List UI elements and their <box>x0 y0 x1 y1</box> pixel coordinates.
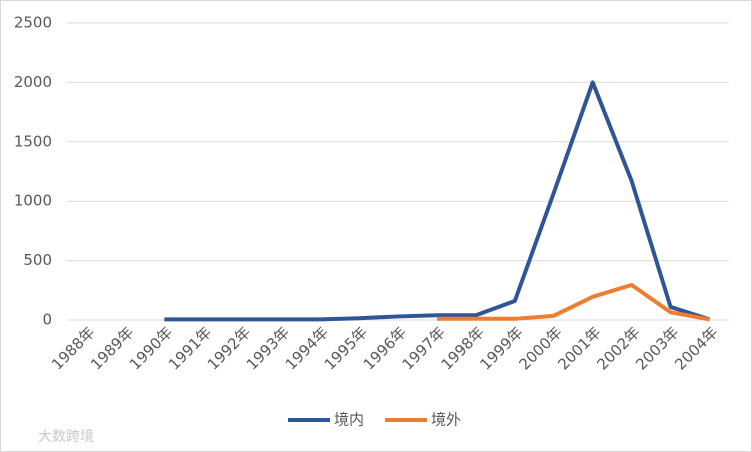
y-tick-label: 0 <box>42 311 52 329</box>
series-line <box>436 282 710 322</box>
y-tick-label: 1000 <box>14 192 52 210</box>
legend-label: 境外 <box>431 411 461 429</box>
y-tick-label: 2500 <box>14 14 52 32</box>
y-tick-label: 500 <box>23 251 52 269</box>
legend-label: 境内 <box>334 411 364 429</box>
series-line <box>164 80 711 322</box>
y-tick-label: 2000 <box>14 73 52 91</box>
y-tick-label: 1500 <box>14 132 52 150</box>
watermark: 大数跨境 <box>38 429 94 445</box>
